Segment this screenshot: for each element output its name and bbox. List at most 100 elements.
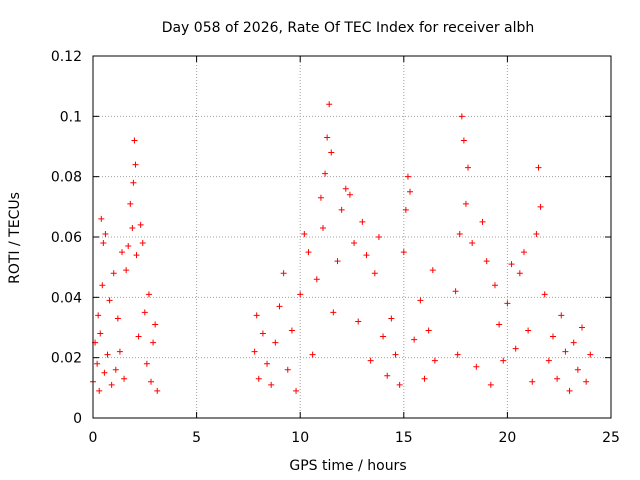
data-point	[380, 333, 387, 340]
data-point	[525, 327, 532, 334]
data-point	[95, 312, 102, 319]
data-point	[293, 387, 300, 394]
data-point	[554, 375, 561, 382]
data-point	[154, 387, 161, 394]
data-point	[253, 312, 260, 319]
data-point	[100, 240, 107, 247]
data-point	[255, 375, 262, 382]
data-point	[313, 276, 320, 283]
data-point	[520, 249, 527, 256]
data-point	[137, 221, 144, 228]
data-point	[106, 297, 113, 304]
data-point	[587, 351, 594, 358]
data-point	[141, 309, 148, 316]
data-point	[251, 348, 258, 355]
data-point	[452, 288, 459, 295]
data-point	[328, 149, 335, 156]
data-point	[355, 318, 362, 325]
data-point	[334, 258, 341, 265]
data-point	[276, 303, 283, 310]
data-point	[400, 249, 407, 256]
axis-ticks: 0 5 10 15 20 25 0 0.02 0.04 0.06 0.08 0.1 0.12	[51, 49, 620, 446]
data-point	[473, 363, 480, 370]
data-point	[516, 270, 523, 277]
data-point	[407, 188, 414, 195]
x-tick-label: 25	[602, 430, 620, 446]
data-point	[566, 387, 573, 394]
data-point	[139, 240, 146, 247]
data-point	[479, 218, 486, 225]
data-point	[130, 179, 137, 186]
data-point	[338, 206, 345, 213]
y-axis-label: ROTI / TECUs	[7, 192, 23, 284]
chart-title: Day 058 of 2026, Rate Of TEC Index for r…	[162, 20, 535, 36]
data-point	[417, 297, 424, 304]
data-point	[411, 336, 418, 343]
data-point	[119, 249, 126, 256]
data-point	[491, 282, 498, 289]
data-point	[404, 173, 411, 180]
data-point	[392, 351, 399, 358]
data-point	[145, 291, 152, 298]
y-tick-label: 0.08	[51, 170, 82, 186]
x-tick-label: 15	[395, 430, 413, 446]
y-tick-label: 0.12	[51, 49, 82, 65]
data-point	[322, 170, 329, 177]
data-point	[483, 258, 490, 265]
data-point	[305, 249, 312, 256]
data-point	[431, 357, 438, 364]
data-point	[541, 291, 548, 298]
y-tick-label: 0	[73, 411, 82, 427]
data-point	[371, 270, 378, 277]
x-axis-label: GPS time / hours	[289, 458, 406, 474]
data-point	[570, 339, 577, 346]
data-point	[116, 348, 123, 355]
y-tick-label: 0.04	[51, 290, 82, 306]
data-point	[112, 366, 119, 373]
data-point	[288, 327, 295, 334]
x-tick-label: 20	[498, 430, 516, 446]
data-point	[272, 339, 279, 346]
data-point	[132, 161, 139, 168]
data-point	[388, 315, 395, 322]
data-point	[264, 360, 271, 367]
data-point	[96, 387, 103, 394]
data-point	[326, 101, 333, 108]
data-point	[465, 164, 472, 171]
data-point	[578, 324, 585, 331]
data-point	[429, 267, 436, 274]
data-point	[94, 360, 101, 367]
data-point	[535, 164, 542, 171]
data-point	[121, 375, 128, 382]
data-point	[268, 381, 275, 388]
data-point	[454, 351, 461, 358]
data-point	[363, 252, 370, 259]
data-point	[297, 291, 304, 298]
data-point	[150, 339, 157, 346]
y-tick-label: 0.06	[51, 230, 82, 246]
data-point	[462, 200, 469, 207]
data-point	[529, 378, 536, 385]
data-point	[537, 203, 544, 210]
data-point	[324, 134, 331, 141]
data-point	[309, 351, 316, 358]
data-point	[99, 282, 106, 289]
data-point	[97, 330, 104, 337]
data-point	[127, 200, 134, 207]
data-point	[152, 321, 159, 328]
data-point	[425, 327, 432, 334]
data-point	[496, 321, 503, 328]
data-point	[284, 366, 291, 373]
data-point	[359, 218, 366, 225]
data-point	[98, 215, 105, 222]
data-point	[301, 230, 308, 237]
data-point	[508, 261, 515, 268]
data-point	[101, 369, 108, 376]
data-point	[469, 240, 476, 247]
data-point	[487, 381, 494, 388]
data-point	[143, 360, 150, 367]
x-tick-label: 0	[89, 430, 98, 446]
data-point	[330, 309, 337, 316]
y-tick-label: 0.02	[51, 351, 82, 367]
